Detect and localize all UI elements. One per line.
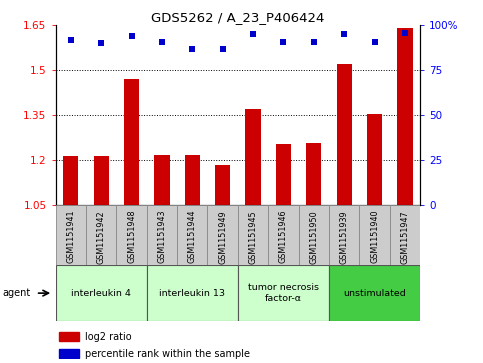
Point [371,39,379,45]
Text: GSM1151948: GSM1151948 [127,210,136,264]
Text: GSM1151940: GSM1151940 [370,210,379,264]
Text: GSM1151945: GSM1151945 [249,210,257,264]
Bar [147,265,238,321]
Bar [86,205,116,265]
Text: log2 ratio: log2 ratio [85,331,131,342]
Bar [238,265,329,321]
Point [310,39,318,45]
Point [219,46,227,52]
Bar [154,155,170,205]
Point [67,37,74,43]
Text: GSM1151941: GSM1151941 [66,210,75,264]
Point [249,32,257,37]
Bar [390,205,420,265]
Bar [359,205,390,265]
Point [401,30,409,36]
Bar [94,156,109,205]
Bar [329,265,420,321]
Text: GSM1151944: GSM1151944 [188,210,197,264]
Point [280,39,287,45]
Text: GSM1151943: GSM1151943 [157,210,167,264]
Point [97,41,105,46]
Bar [337,64,352,205]
Text: GSM1151947: GSM1151947 [400,210,410,264]
Bar [59,332,79,341]
Point [188,46,196,52]
Text: unstimulated: unstimulated [343,289,406,298]
Bar [185,155,200,205]
Text: agent: agent [2,288,30,298]
Bar [56,265,147,321]
Bar [329,205,359,265]
Bar [59,349,79,358]
Text: GSM1151950: GSM1151950 [309,210,318,264]
Bar [177,205,208,265]
Text: percentile rank within the sample: percentile rank within the sample [85,348,250,359]
Bar [268,205,298,265]
Bar [116,205,147,265]
Text: GSM1151942: GSM1151942 [97,210,106,264]
Point [341,32,348,37]
Text: tumor necrosis
factor-α: tumor necrosis factor-α [248,284,319,303]
Bar [56,205,86,265]
Text: GSM1151946: GSM1151946 [279,210,288,264]
Bar [298,205,329,265]
Point [128,33,135,39]
Title: GDS5262 / A_23_P406424: GDS5262 / A_23_P406424 [151,11,325,24]
Bar [276,144,291,205]
Bar [63,156,78,205]
Point [158,39,166,45]
Bar [208,205,238,265]
Text: interleukin 4: interleukin 4 [71,289,131,298]
Text: interleukin 13: interleukin 13 [159,289,225,298]
Bar [367,114,382,205]
Text: GSM1151939: GSM1151939 [340,210,349,264]
Bar [306,143,322,205]
Bar [398,28,412,205]
Bar [238,205,268,265]
Bar [245,109,261,205]
Bar [215,165,230,205]
Bar [147,205,177,265]
Text: GSM1151949: GSM1151949 [218,210,227,264]
Bar [124,79,139,205]
